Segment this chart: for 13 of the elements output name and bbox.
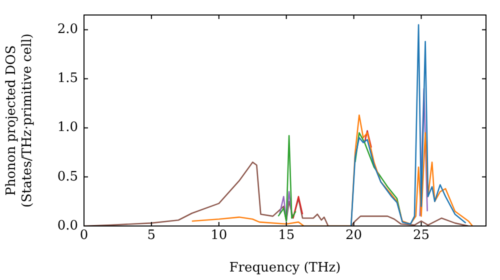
- x-tick-label: 20: [346, 228, 362, 244]
- x-tick-label: 5: [147, 228, 156, 244]
- y-tick-label: 0.5: [57, 169, 78, 184]
- y-tick-label: 1.5: [57, 71, 78, 86]
- x-tick-label: 0: [80, 228, 88, 244]
- y-tick-label: 0.0: [57, 218, 78, 234]
- x-tick-label: 15: [278, 228, 295, 244]
- x-tick-label: 10: [210, 228, 228, 244]
- y-axis-title: Phonon projected DOS (States/THz·primitive cell): [4, 33, 35, 208]
- x-axis-title: Frequency (THz): [229, 260, 341, 276]
- x-tick-label: 25: [412, 228, 430, 244]
- y-tick-label: 1.0: [57, 120, 78, 136]
- y-tick-label: 2.0: [57, 22, 78, 38]
